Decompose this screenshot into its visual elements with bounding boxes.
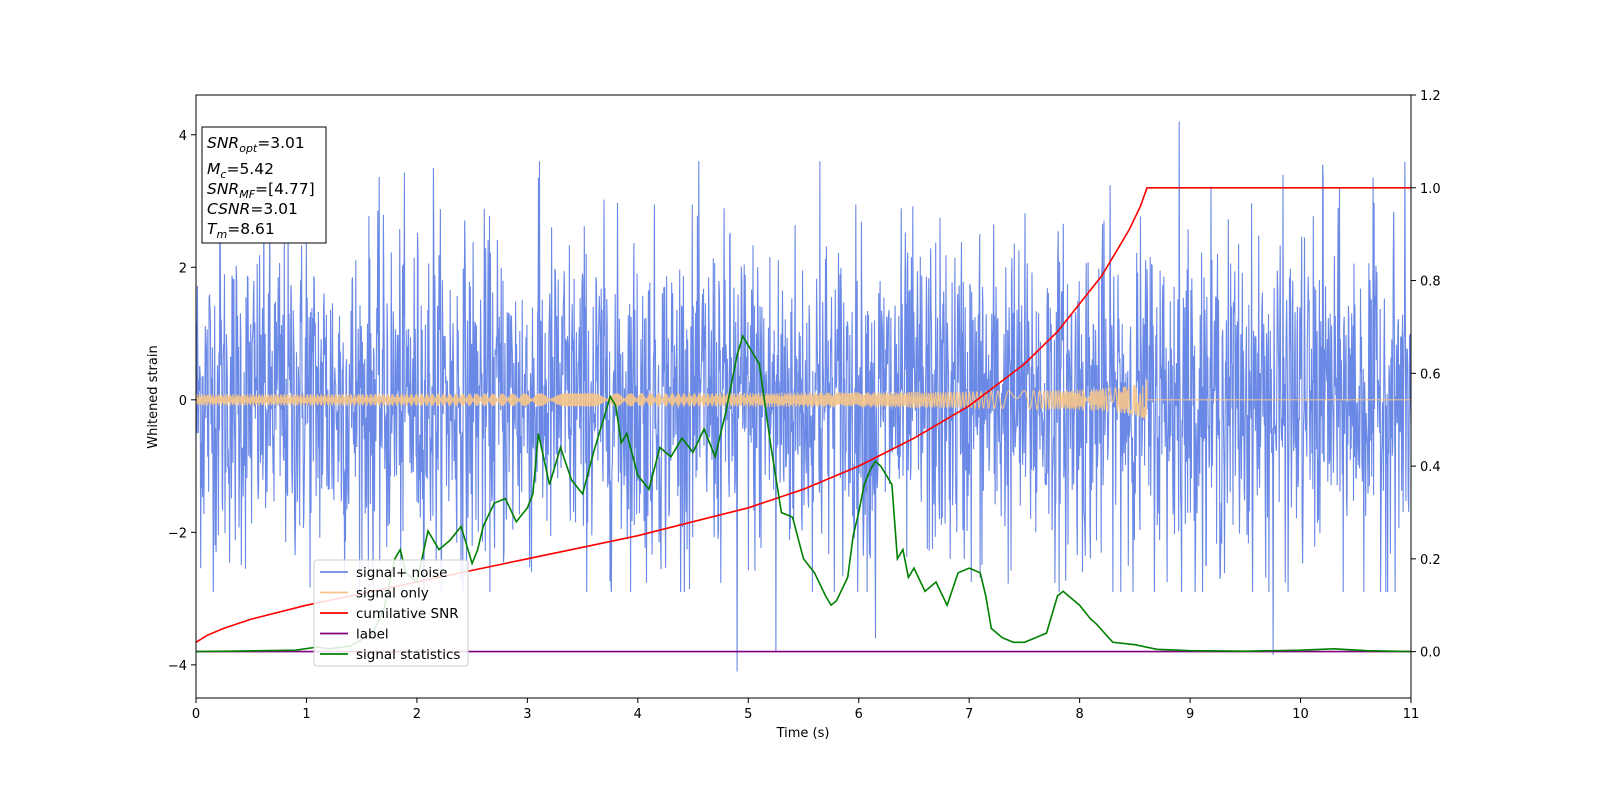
x-tick-label: 3	[523, 707, 531, 722]
y2-tick-label: 1.0	[1420, 182, 1441, 197]
y-tick-label: 2	[179, 261, 187, 276]
x-tick-label: 1	[302, 707, 310, 722]
x-tick-label: 8	[1075, 707, 1083, 722]
y2-tick-label: 0.4	[1420, 460, 1441, 475]
plot-frame	[195, 94, 1412, 699]
legend-label: signal only	[356, 586, 429, 602]
info-box: SNRopt=3.01 Mc=5.42 SNRMF=[4.77] CSNR=3.…	[201, 126, 327, 244]
series-signal-noise-line	[195, 121, 1412, 672]
y2-tick-label: 1.2	[1420, 89, 1441, 104]
info-mc: Mc=5.42	[207, 160, 274, 181]
series-signal-only-line	[195, 379, 1411, 420]
legend-label: signal statistics	[356, 647, 460, 663]
y-tick-label: −4	[168, 659, 187, 674]
info-csnr: CSNR=3.01	[207, 200, 298, 218]
legend-label: signal+ noise	[356, 565, 447, 581]
y2-tick-label: 0.8	[1420, 275, 1441, 290]
info-snr-opt: SNRopt=3.01	[207, 134, 305, 155]
legend-label: cumilative SNR	[356, 606, 459, 622]
y-tick-label: 0	[179, 394, 187, 409]
x-tick-label: 10	[1292, 707, 1309, 722]
y2-tick-label: 0.2	[1420, 553, 1441, 568]
info-tm: Tm=8.61	[207, 220, 275, 241]
legend-label: label	[356, 627, 389, 643]
x-tick-label: 0	[192, 707, 200, 722]
y-axis-right: 0.0 0.2 0.4 0.6 0.8 1.0 1.2	[1411, 89, 1441, 661]
x-tick-label: 4	[634, 707, 642, 722]
x-tick-label: 2	[413, 707, 421, 722]
y-tick-label: 4	[179, 129, 187, 144]
y2-tick-label: 0.0	[1420, 646, 1441, 661]
series-signal-statistics-line	[195, 334, 1412, 653]
x-tick-label: 6	[855, 707, 863, 722]
x-tick-label: 7	[965, 707, 973, 722]
y-axis-left: −4 −2 0 2 4	[168, 129, 196, 674]
legend: signal+ noise signal only cumilative SNR la…	[313, 559, 469, 667]
x-tick-label: 5	[744, 707, 752, 722]
x-axis: 0 1 2 3 4 5 6 7 8 9 10 11	[192, 698, 1419, 722]
x-tick-label: 9	[1186, 707, 1194, 722]
y2-tick-label: 0.6	[1420, 367, 1441, 382]
info-snr-mf: SNRMF=[4.77]	[207, 180, 315, 201]
x-axis-label: Time (s)	[776, 726, 830, 741]
x-tick-label: 11	[1403, 707, 1420, 722]
y-tick-label: −2	[168, 526, 187, 541]
y-axis-label: Whitened strain	[146, 345, 161, 448]
